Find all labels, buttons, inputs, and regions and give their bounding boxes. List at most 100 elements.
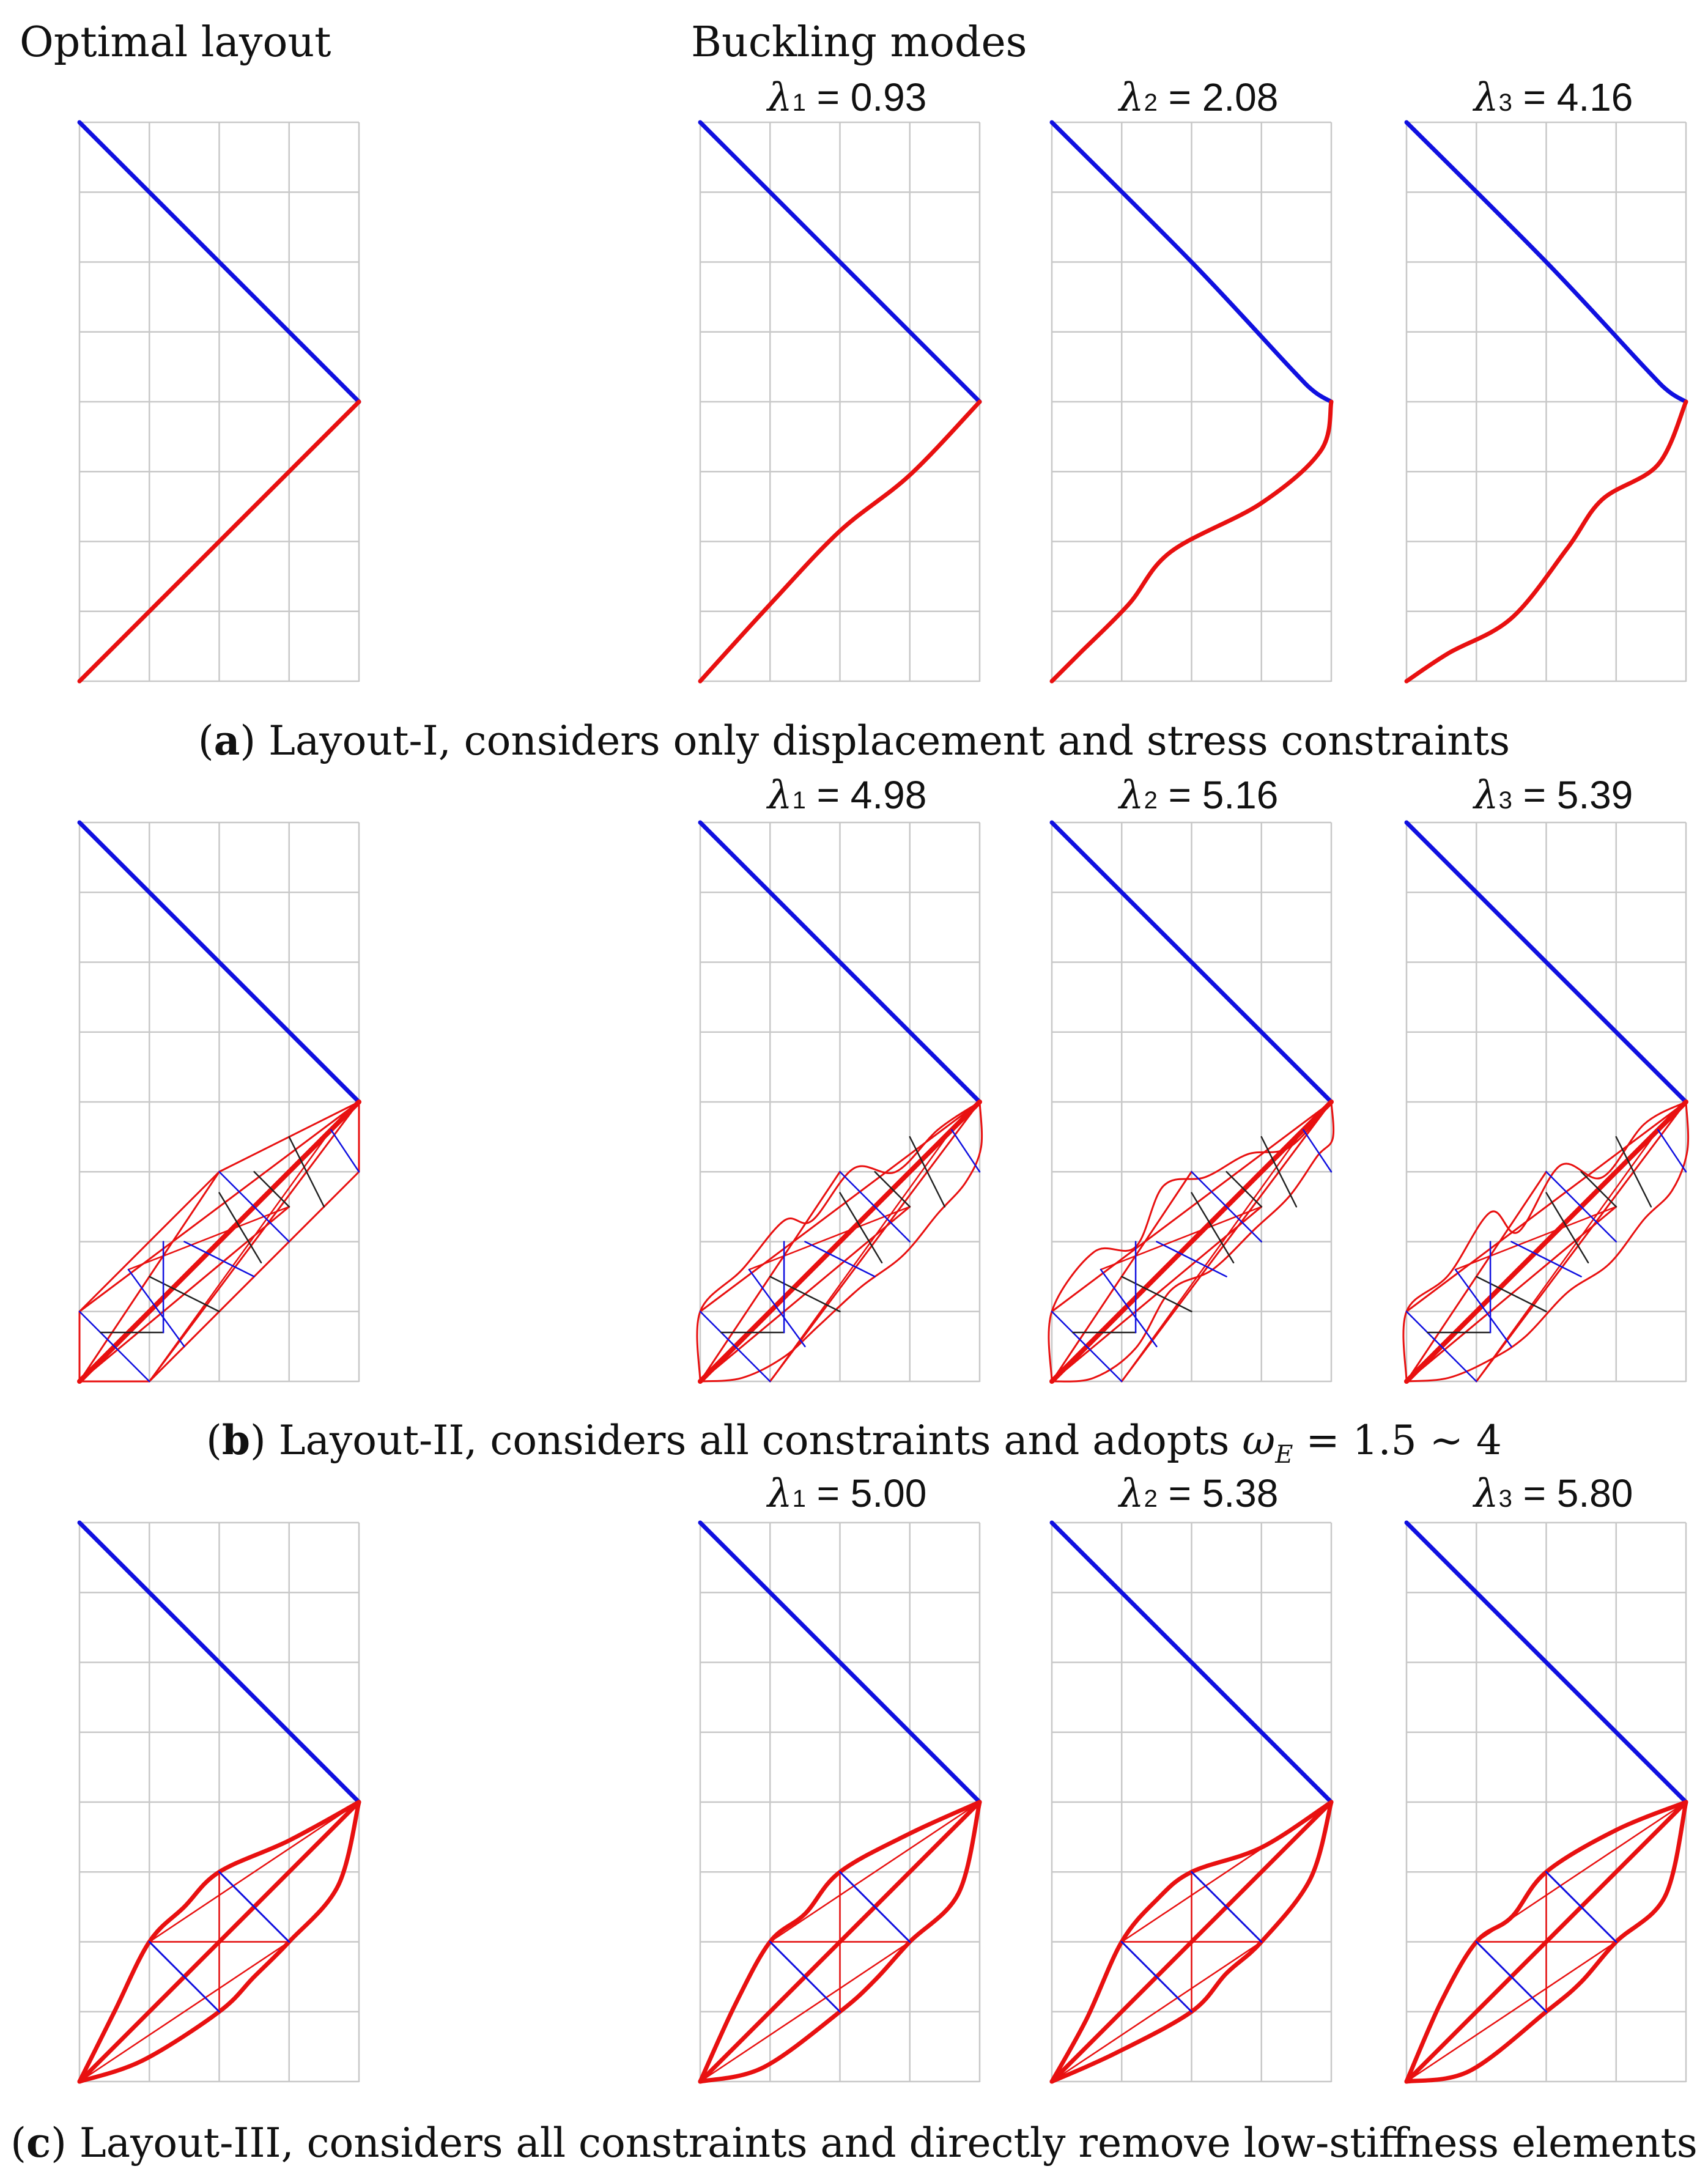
- tie-member: [148, 1941, 220, 2013]
- chord: [699, 1101, 981, 1313]
- chord: [148, 1101, 360, 1383]
- tension-bar: [1404, 1520, 1688, 1805]
- cross-brace: [1226, 1171, 1262, 1208]
- compression-bar-mode-1: [698, 399, 982, 684]
- cross-brace: [839, 1192, 883, 1264]
- cross-brace: [1191, 1192, 1235, 1264]
- top-chord: [698, 1800, 982, 2084]
- cross-brace: [748, 1268, 806, 1348]
- panel-c-mode-3: [1404, 1520, 1688, 2084]
- chord: [769, 1101, 981, 1383]
- cross-brace: [149, 1276, 220, 1312]
- tension-bar: [1049, 820, 1334, 1104]
- grid: [1051, 121, 1333, 682]
- cross-brace: [769, 1276, 841, 1312]
- cross-brace: [1615, 1136, 1652, 1208]
- web-member: [1121, 1801, 1333, 1943]
- grid: [78, 121, 360, 682]
- cross-brace: [1657, 1129, 1687, 1173]
- panel-c-mode-1: [698, 1520, 982, 2084]
- tie-member: [769, 1941, 841, 2013]
- top-chord: [1049, 1800, 1334, 2084]
- web-member: [149, 1801, 360, 1943]
- cross-brace: [218, 1171, 290, 1243]
- grid: [1405, 121, 1687, 682]
- tension-bar: [698, 1520, 982, 1805]
- cross-brace: [1121, 1276, 1192, 1312]
- tie-member: [1545, 1871, 1617, 1943]
- main-compression-bar: [1404, 1099, 1688, 1384]
- lambda-label-b2: λ2 = 5.16: [1119, 773, 1279, 818]
- chord: [1454, 1206, 1617, 1271]
- tension-bar: [1404, 820, 1688, 1104]
- optimal-layout-header: Optimal layout: [20, 18, 331, 67]
- cross-brace: [1454, 1268, 1512, 1348]
- bottom-chord: [1049, 1800, 1334, 2084]
- grid: [1051, 1521, 1333, 2083]
- chord: [1405, 1101, 1687, 1313]
- caption-a: (a) Layout-I, considers only displacemen…: [198, 717, 1510, 764]
- panel-a-mode-3: [1404, 120, 1688, 684]
- main-compression-bar: [1049, 1099, 1334, 1384]
- grid: [1405, 821, 1687, 1383]
- panel-a-mode-1: [698, 120, 982, 684]
- lambda-label-a3: λ3 = 4.16: [1474, 75, 1633, 120]
- cross-brace: [1051, 1310, 1123, 1383]
- bottom-chord: [698, 1800, 982, 2084]
- compression-bar: [77, 399, 361, 684]
- cross-brace: [1260, 1136, 1298, 1208]
- web-member: [1405, 1941, 1617, 2083]
- web-member: [78, 1941, 290, 2083]
- web-member: [699, 1941, 911, 2083]
- panel-c-mode-2: [1049, 1520, 1334, 2084]
- tie-member: [1475, 1941, 1547, 2013]
- chord: [748, 1206, 911, 1271]
- cross-brace: [1303, 1129, 1333, 1173]
- tension-bar: [1049, 120, 1334, 404]
- lambda-label-b3: λ3 = 5.39: [1474, 773, 1633, 818]
- cross-brace: [804, 1241, 876, 1277]
- tension-bar: [77, 120, 361, 404]
- top-chord: [1404, 1800, 1688, 2084]
- lattice-outline-bottom: [1051, 1101, 1335, 1383]
- tension-bar: [698, 120, 982, 404]
- cross-brace: [127, 1268, 185, 1348]
- tie-member: [1120, 1941, 1192, 2013]
- chord: [78, 1101, 360, 1313]
- web-member: [1051, 1941, 1262, 2083]
- tension-bar: [1404, 120, 1688, 404]
- cross-brace: [699, 1310, 771, 1383]
- compression-bar-mode-2: [1049, 399, 1334, 684]
- grid: [1051, 821, 1333, 1383]
- lattice-outline-bottom: [1405, 1101, 1690, 1383]
- cross-brace: [1191, 1171, 1262, 1243]
- main-compression-bar: [698, 1099, 982, 1384]
- tie-member: [218, 1871, 290, 1943]
- web-member: [769, 1801, 981, 1943]
- cross-brace: [1545, 1192, 1589, 1264]
- tension-bar: [77, 1520, 361, 1805]
- chord: [1100, 1206, 1262, 1271]
- lambda-label-c1: λ1 = 5.00: [767, 1471, 927, 1517]
- grid: [78, 821, 360, 1383]
- top-chord: [77, 1800, 361, 2084]
- cross-brace: [1476, 1276, 1547, 1312]
- bottom-chord: [77, 1800, 361, 2084]
- cross-brace: [839, 1171, 911, 1243]
- buckling-modes-header: Buckling modes: [691, 18, 1027, 67]
- cross-brace: [1405, 1310, 1477, 1383]
- chord: [1051, 1101, 1333, 1313]
- lambda-label-a1: λ1 = 0.93: [767, 75, 927, 120]
- panel-b-mode-1: [696, 820, 983, 1384]
- cross-brace: [1510, 1241, 1582, 1277]
- cross-brace: [1100, 1268, 1158, 1348]
- caption-c: (c) Layout-III, considers all constraint…: [10, 2119, 1698, 2167]
- cross-brace: [1156, 1241, 1227, 1277]
- chord: [1475, 1101, 1687, 1383]
- cross-brace: [330, 1129, 360, 1173]
- lattice-outline-bottom: [699, 1101, 983, 1383]
- cross-brace: [253, 1171, 290, 1208]
- lambda-label-a2: λ2 = 2.08: [1119, 75, 1279, 120]
- tension-bar: [77, 820, 361, 1104]
- panel-a-mode-2: [1049, 120, 1334, 684]
